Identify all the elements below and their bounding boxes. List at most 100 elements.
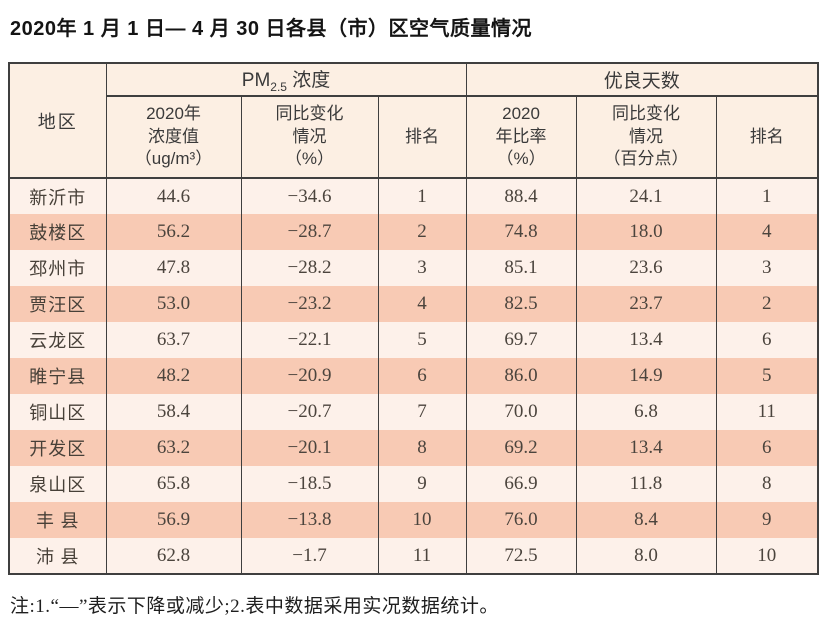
pm-change-cell: −34.6 [240, 178, 379, 214]
good-rank-cell: 10 [715, 538, 819, 574]
pm-rank-cell: 1 [377, 178, 467, 214]
table-header: 地区 PM2.5 浓度 优良天数 2020年 浓度值 （ug/m³） 同比变化 … [8, 63, 819, 179]
pm-rank-cell: 6 [377, 358, 467, 394]
region-cell: 贾汪区 [8, 286, 107, 322]
column-group-pm25: PM2.5 浓度 [105, 63, 467, 97]
good-change-cell: 13.4 [575, 430, 717, 466]
good-rank-cell: 9 [715, 502, 819, 538]
column-header-pm-change: 同比变化 情况 （%） [240, 96, 379, 179]
table-row: 泉山区 65.8 −18.5 9 66.9 11.8 8 [8, 466, 819, 502]
region-cell: 铜山区 [8, 394, 107, 430]
table-row: 鼓楼区 56.2 −28.7 2 74.8 18.0 4 [8, 214, 819, 250]
air-quality-table: 地区 PM2.5 浓度 优良天数 2020年 浓度值 （ug/m³） 同比变化 … [8, 62, 820, 575]
pm-value-cell: 53.0 [105, 286, 242, 322]
pm-rank-cell: 11 [377, 538, 467, 574]
pm-rank-cell: 8 [377, 430, 467, 466]
region-cell: 丰 县 [8, 502, 107, 538]
good-change-cell: 11.8 [575, 466, 717, 502]
pm-change-cell: −20.9 [240, 358, 379, 394]
pm-value-cell: 48.2 [105, 358, 242, 394]
table-row: 新沂市 44.6 −34.6 1 88.4 24.1 1 [8, 178, 819, 214]
good-ratio-cell: 72.5 [465, 538, 577, 574]
pm25-label-subscript: 2.5 [270, 79, 287, 94]
good-ratio-cell: 70.0 [465, 394, 577, 430]
pm-rank-cell: 4 [377, 286, 467, 322]
pm-value-cell: 62.8 [105, 538, 242, 574]
table-row: 睢宁县 48.2 −20.9 6 86.0 14.9 5 [8, 358, 819, 394]
good-rank-cell: 5 [715, 358, 819, 394]
header-sub-row: 2020年 浓度值 （ug/m³） 同比变化 情况 （%） 排名 2020 年比… [9, 96, 819, 179]
pm-value-cell: 63.7 [105, 322, 242, 358]
page-title: 2020年 1 月 1 日— 4 月 30 日各县（市）区空气质量情况 [10, 18, 533, 40]
good-ratio-cell: 74.8 [465, 214, 577, 250]
good-ratio-cell: 69.2 [465, 430, 577, 466]
pm-change-cell: −22.1 [240, 322, 379, 358]
good-rank-cell: 6 [715, 322, 819, 358]
table-body: 新沂市 44.6 −34.6 1 88.4 24.1 1 鼓楼区 56.2 −2… [8, 178, 819, 574]
region-cell: 沛 县 [8, 538, 107, 574]
good-change-cell: 23.7 [575, 286, 717, 322]
good-rank-cell: 11 [715, 394, 819, 430]
good-ratio-cell: 82.5 [465, 286, 577, 322]
column-header-good-change: 同比变化 情况 （百分点） [575, 96, 717, 179]
table-row: 沛 县 62.8 −1.7 11 72.5 8.0 10 [8, 538, 819, 574]
pm-value-cell: 44.6 [105, 178, 242, 214]
good-ratio-cell: 85.1 [465, 250, 577, 286]
pm25-label-prefix: PM [241, 70, 271, 92]
region-cell: 新沂市 [8, 178, 107, 214]
region-cell: 开发区 [8, 430, 107, 466]
pm-rank-cell: 9 [377, 466, 467, 502]
pm-value-cell: 63.2 [105, 430, 242, 466]
good-rank-cell: 2 [715, 286, 819, 322]
good-change-cell: 14.9 [575, 358, 717, 394]
column-header-good-rank: 排名 [715, 96, 819, 179]
pm-rank-cell: 7 [377, 394, 467, 430]
good-change-cell: 8.0 [575, 538, 717, 574]
good-change-cell: 24.1 [575, 178, 717, 214]
table-row: 铜山区 58.4 −20.7 7 70.0 6.8 11 [8, 394, 819, 430]
good-ratio-cell: 76.0 [465, 502, 577, 538]
pm25-label-suffix: 浓度 [286, 70, 331, 92]
pm-rank-cell: 3 [377, 250, 467, 286]
region-cell: 邳州市 [8, 250, 107, 286]
good-rank-cell: 1 [715, 178, 819, 214]
good-ratio-cell: 69.7 [465, 322, 577, 358]
column-header-good-ratio: 2020 年比率 （%） [465, 96, 577, 179]
pm-value-cell: 56.9 [105, 502, 242, 538]
column-header-region: 地区 [8, 63, 107, 179]
good-ratio-cell: 86.0 [465, 358, 577, 394]
pm-change-cell: −13.8 [240, 502, 379, 538]
table-row: 邳州市 47.8 −28.2 3 85.1 23.6 3 [8, 250, 819, 286]
header-group-row: 地区 PM2.5 浓度 优良天数 [8, 63, 819, 179]
table-row: 开发区 63.2 −20.1 8 69.2 13.4 6 [8, 430, 819, 466]
region-cell: 泉山区 [8, 466, 107, 502]
pm-change-cell: −23.2 [240, 286, 379, 322]
table-row: 贾汪区 53.0 −23.2 4 82.5 23.7 2 [8, 286, 819, 322]
pm-rank-cell: 10 [377, 502, 467, 538]
good-change-cell: 6.8 [575, 394, 717, 430]
pm-value-cell: 65.8 [105, 466, 242, 502]
good-change-cell: 23.6 [575, 250, 717, 286]
pm-rank-cell: 5 [377, 322, 467, 358]
pm-change-cell: −28.7 [240, 214, 379, 250]
pm-change-cell: −1.7 [240, 538, 379, 574]
column-group-good-days: 优良天数 [465, 63, 819, 97]
pm-change-cell: −18.5 [240, 466, 379, 502]
good-change-cell: 18.0 [575, 214, 717, 250]
column-header-pm-rank: 排名 [377, 96, 467, 179]
region-cell: 睢宁县 [8, 358, 107, 394]
good-change-cell: 8.4 [575, 502, 717, 538]
good-rank-cell: 6 [715, 430, 819, 466]
pm-change-cell: −28.2 [240, 250, 379, 286]
footnote: 注:1.“—”表示下降或减少;2.表中数据采用实况数据统计。 [10, 596, 499, 617]
pm-value-cell: 47.8 [105, 250, 242, 286]
good-rank-cell: 8 [715, 466, 819, 502]
region-cell: 云龙区 [8, 322, 107, 358]
region-cell: 鼓楼区 [8, 214, 107, 250]
pm-value-cell: 56.2 [105, 214, 242, 250]
pm-rank-cell: 2 [377, 214, 467, 250]
good-rank-cell: 3 [715, 250, 819, 286]
good-rank-cell: 4 [715, 214, 819, 250]
pm-change-cell: −20.7 [240, 394, 379, 430]
